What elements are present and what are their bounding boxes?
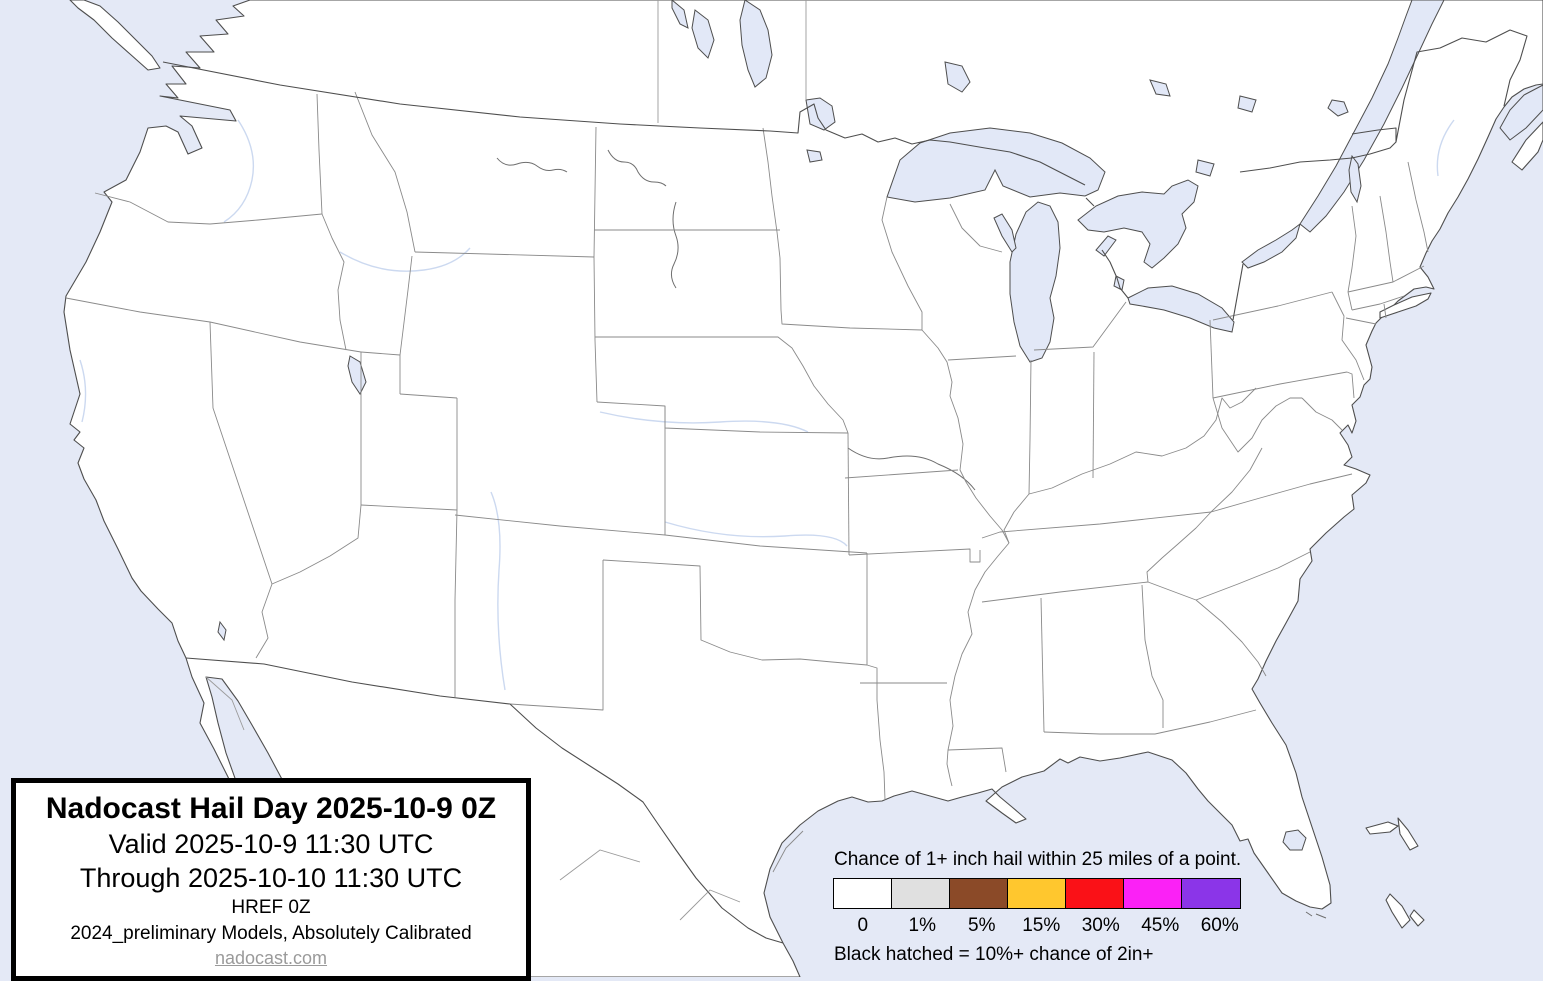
bahamas-islands [1365,817,1425,929]
legend-label: 0 [857,915,869,936]
saginaw-bay [1095,235,1117,257]
legend-label: 45% [1141,915,1180,936]
legend-label: 60% [1200,915,1239,936]
legend-label: 5% [968,915,996,936]
forecast-title-box: Nadocast Hail Day 2025-10-9 0Z Valid 202… [11,778,531,981]
legend-swatch [1181,878,1241,909]
country-borders [162,29,1528,944]
nadocast-link[interactable]: nadocast.com [214,948,328,968]
nova-scotia [1511,121,1543,171]
forecast-calibration: 2024_preliminary Models, Absolutely Cali… [70,923,472,944]
lake-champlain [1348,154,1362,204]
lake-okeechobee [1282,829,1307,851]
forecast-valid-time: Valid 2025-10-9 11:30 UTC [108,829,434,859]
bay-of-fundy [1499,84,1543,141]
faint-rivers [79,119,1455,691]
legend-swatch [833,878,893,909]
lake-of-the-woods [805,97,836,131]
lakes [217,0,1543,851]
website-line: nadocast.com [18,946,524,970]
lake-huron [1077,179,1199,269]
green-bay [993,213,1017,253]
lake-erie [1127,285,1235,333]
canadian-lake-3 [1195,159,1215,177]
lake-michigan [1009,201,1061,363]
legend-label: 30% [1081,915,1120,936]
river-squiggles [496,149,1327,919]
lake-nipigon [944,61,971,93]
legend-footnote: Black hatched = 10%+ chance of 2in+ [834,944,1154,965]
forecast-title: Nadocast Hail Day 2025-10-9 0Z [45,792,497,825]
canadian-lake-1 [1149,79,1171,97]
vancouver-island [69,0,161,71]
state-borders [65,91,1429,873]
lake-winnipegosis [671,0,689,29]
legend-swatches [833,878,1263,909]
legend-swatch [1007,878,1067,909]
legend-label: 15% [1022,915,1061,936]
lake-manitoba [691,9,715,59]
lake-ontario [1241,222,1301,269]
salton-sea [217,620,227,642]
legend-heading: Chance of 1+ inch hail within 25 miles o… [834,849,1242,870]
forecast-model: HREF 0Z [231,897,311,918]
legend-swatch [1065,878,1125,909]
legend-swatch [949,878,1009,909]
lake-winnipeg [739,0,773,88]
legend-swatch [1123,878,1183,909]
hail-probability-legend: Chance of 1+ inch hail within 25 miles o… [833,849,1263,966]
legend-labels: 0 1% 5% 15% 30% 45% 60% [833,915,1263,937]
canadian-lake-2 [1237,95,1257,113]
great-salt-lake [347,355,367,395]
red-lake [806,149,823,163]
legend-swatch [891,878,951,909]
lake-superior [886,127,1106,203]
forecast-through-time: Through 2025-10-10 11:30 UTC [79,863,463,893]
quebec-lake [1327,99,1349,117]
st-lawrence-river [1299,0,1445,233]
legend-label: 1% [908,915,936,936]
